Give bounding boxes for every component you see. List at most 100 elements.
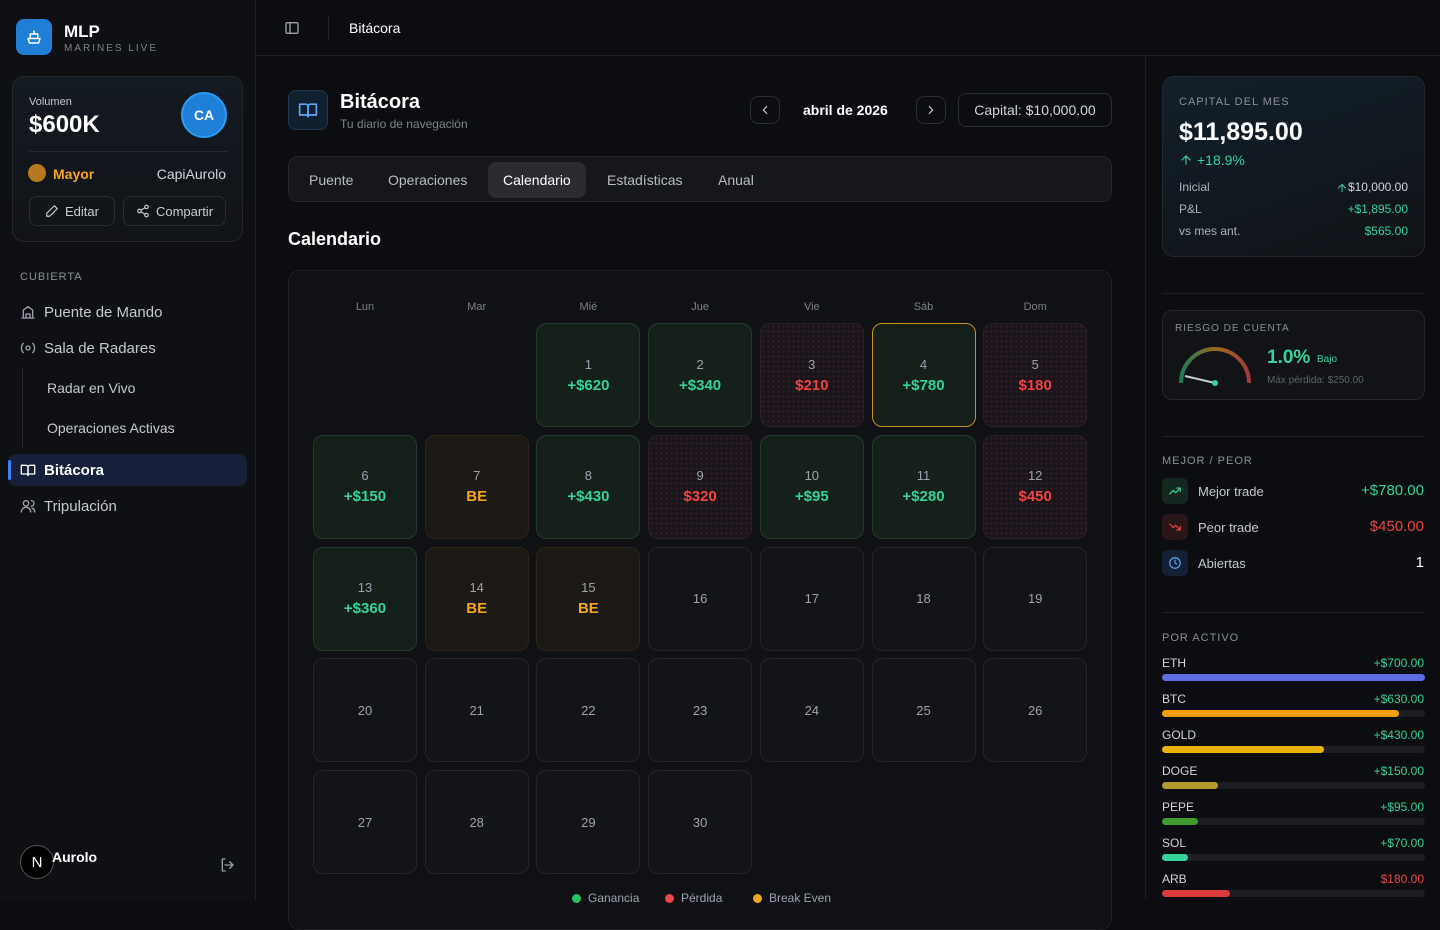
day-cell[interactable]: 16: [648, 546, 753, 651]
day-cell[interactable]: 20: [313, 658, 417, 763]
asset-bar: [1162, 674, 1425, 681]
footer-avatar: N: [20, 845, 54, 879]
day-cell[interactable]: 23: [648, 658, 753, 763]
section-title: Calendario: [288, 229, 382, 249]
risk-gauge: [1175, 343, 1255, 394]
right-panel: CAPITAL DEL MES $11,895.00 +18.9% Inicial $1…: [1145, 56, 1440, 900]
capital-row-value: +$1,895.00: [1347, 202, 1408, 216]
asset-bar: [1162, 782, 1219, 789]
prev-month[interactable]: [750, 96, 780, 124]
day-result: BE: [466, 488, 488, 506]
asset-bar: [1162, 710, 1399, 717]
day-number: 26: [1027, 702, 1043, 718]
nav-item[interactable]: Radar en Vivo: [8, 368, 247, 408]
stat-label: Peor trade: [1198, 520, 1259, 535]
nav-item[interactable]: Tripulación: [8, 490, 247, 522]
rank-badge: [28, 164, 46, 182]
logout[interactable]: [219, 857, 235, 878]
asset-name: SOL: [1162, 836, 1187, 850]
day-cell[interactable]: 21: [424, 658, 529, 763]
tab[interactable]: Operaciones: [388, 172, 468, 188]
day-number: 17: [804, 591, 820, 607]
day-number: 16: [692, 591, 708, 607]
day-cell[interactable]: 25: [871, 658, 976, 763]
day-number: 4: [919, 356, 928, 372]
sidebar-toggle[interactable]: [284, 20, 300, 41]
day-cell[interactable]: 17: [759, 546, 864, 651]
day-number: 2: [696, 356, 704, 372]
up-icon: [1336, 181, 1348, 199]
day-cell[interactable]: 3 $210: [759, 323, 864, 427]
day-result: $450: [1018, 488, 1052, 506]
day-cell[interactable]: 26: [983, 658, 1088, 763]
day-cell[interactable]: 28: [424, 770, 529, 875]
edit-button[interactable]: Editar: [29, 196, 115, 226]
tab[interactable]: Estadísticas: [607, 172, 683, 188]
nav-item[interactable]: Bitácora: [8, 454, 247, 486]
capital-button[interactable]: Capital: $10,000.00: [958, 93, 1112, 127]
day-cell[interactable]: 5 $180: [983, 323, 1088, 427]
day-cell[interactable]: 29: [536, 770, 641, 875]
asset-name: BTC: [1162, 692, 1186, 706]
day-cell[interactable]: 24: [759, 658, 864, 763]
weekday: Lun: [355, 301, 375, 313]
day-result: +$430: [567, 488, 610, 506]
tab[interactable]: Anual: [718, 172, 754, 188]
day-cell[interactable]: 19: [983, 546, 1088, 651]
day-number: 19: [1027, 591, 1043, 607]
day-cell[interactable]: 10 +$95: [759, 434, 864, 539]
asset-track: [1162, 710, 1425, 717]
day-cell[interactable]: 8 +$430: [536, 434, 641, 539]
day-cell[interactable]: 30: [648, 770, 753, 875]
asset-track: [1162, 782, 1425, 789]
divider: [1162, 293, 1425, 294]
day-cell[interactable]: 11 +$280: [871, 434, 976, 539]
tab-bar: Puente Operaciones Calendario Estadísticas A…: [288, 156, 1112, 202]
icon: [1169, 487, 1181, 495]
stat-value: 1: [1415, 554, 1424, 571]
day-number: 10: [804, 468, 820, 484]
day-cell[interactable]: 7 BE: [424, 434, 529, 539]
day-cell[interactable]: 12 $450: [983, 434, 1088, 539]
active-indicator: [8, 460, 11, 480]
day-cell[interactable]: 13 +$360: [313, 546, 417, 651]
divider: [29, 151, 228, 152]
day-cell[interactable]: 1 +$620: [536, 323, 641, 427]
day-cell[interactable]: 14 BE: [424, 546, 529, 651]
capital-row-label: P&L: [1179, 202, 1202, 216]
nav-item[interactable]: Operaciones Activas: [8, 408, 247, 448]
asset-name: PEPE: [1162, 800, 1195, 814]
day-cell[interactable]: 9 $320: [648, 434, 753, 539]
nav-item[interactable]: Puente de Mando: [8, 296, 247, 328]
profile-card: Volumen $600K CA Mayor CapiAurolo Editar Compa…: [12, 76, 243, 242]
tab[interactable]: Calendario: [488, 162, 586, 198]
day-cell[interactable]: 2 +$340: [648, 323, 753, 427]
stat-icon: [1162, 514, 1188, 540]
day-number: 5: [1031, 356, 1039, 372]
asset-track: [1162, 854, 1425, 861]
next-month[interactable]: [916, 96, 946, 124]
asset-value: +$700.00: [1373, 656, 1424, 670]
topbar: Bitácora: [256, 0, 1440, 56]
share-button[interactable]: Compartir: [123, 196, 226, 226]
icon: [1181, 155, 1191, 165]
day-cell[interactable]: 27: [313, 770, 417, 875]
icon: [27, 30, 41, 44]
day-number: 23: [692, 702, 708, 718]
day-cell[interactable]: 15 BE: [536, 546, 641, 651]
tab[interactable]: Puente: [309, 172, 354, 188]
asset-value: +$430.00: [1373, 728, 1424, 742]
icon: [20, 342, 36, 354]
nav-indent-line: [22, 408, 23, 448]
day-result: +$360: [343, 600, 387, 618]
divider: [1162, 612, 1425, 613]
weekday: Dom: [1023, 301, 1047, 313]
nav-item[interactable]: Sala de Radares: [8, 332, 247, 364]
legend-label: Ganancia: [588, 891, 640, 905]
day-cell[interactable]: 4 +$780: [871, 323, 976, 427]
day-cell[interactable]: 18: [871, 546, 976, 651]
nav-label: Tripulación: [44, 498, 117, 515]
day-cell[interactable]: 22: [536, 658, 641, 763]
day-cell[interactable]: 6 +$150: [313, 434, 417, 539]
weekday: Mar: [467, 301, 487, 313]
